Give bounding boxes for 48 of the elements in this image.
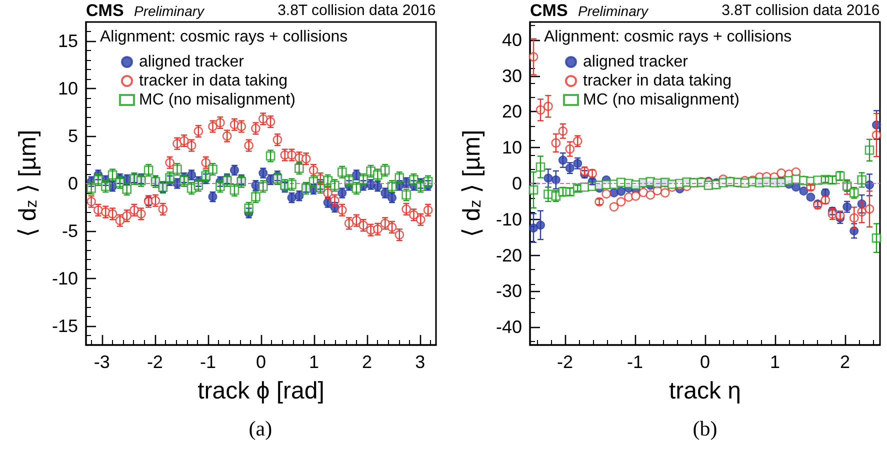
- x-tick-label: -1: [200, 352, 216, 372]
- x-tick-label: 1: [769, 352, 780, 372]
- y-axis-title: ⟨ dz ⟩ [µm]: [14, 130, 42, 238]
- x-tick-label: 2: [839, 352, 850, 372]
- text: 3.8T collision data 2016: [721, 2, 880, 19]
- legend-title: Alignment: cosmic rays + collisions: [544, 28, 792, 46]
- legend-label: tracker in data taking: [139, 72, 288, 90]
- text: CMS: [530, 1, 568, 20]
- legend-label: MC (no misalignment): [139, 92, 296, 108]
- y-tick-label: -20: [495, 245, 522, 266]
- y-tick-label: 0: [511, 174, 522, 194]
- x-axis-title: track ϕ [rad]: [198, 378, 324, 404]
- y-tick-label: -5: [62, 221, 78, 241]
- y-tick-label: 20: [501, 102, 522, 122]
- x-axis-title: track η: [668, 378, 741, 404]
- y-tick-label: 40: [501, 30, 522, 50]
- text: Preliminary: [134, 3, 206, 19]
- y-tick-label: -30: [495, 281, 522, 302]
- y-tick-label: 5: [68, 126, 78, 146]
- text: (b): [692, 416, 717, 440]
- text: Preliminary: [578, 3, 649, 19]
- y-tick-label: 10: [501, 138, 522, 158]
- y-tick-label: -40: [495, 317, 522, 338]
- x-tick-label: -1: [626, 352, 643, 372]
- legend-title: Alignment: cosmic rays + collisions: [100, 28, 348, 46]
- x-tick-label: 0: [699, 352, 710, 372]
- legend-label: tracker in data taking: [582, 72, 732, 90]
- legend-label: aligned tracker: [139, 54, 245, 70]
- x-tick-label: -2: [556, 352, 573, 372]
- text: (a): [248, 416, 272, 440]
- x-tick-label: -3: [94, 352, 110, 372]
- x-tick-label: 3: [415, 352, 426, 372]
- text: CMS: [86, 1, 124, 20]
- x-tick-label: 2: [362, 352, 372, 372]
- y-tick-label: -15: [52, 316, 78, 336]
- y-axis-title: ⟨ dz ⟩ [µm]: [458, 130, 485, 238]
- y-tick-label: 15: [58, 31, 78, 51]
- x-tick-label: 0: [256, 352, 266, 372]
- legend-label: aligned tracker: [582, 54, 688, 70]
- y-tick-label: 30: [501, 66, 522, 86]
- text: 3.8T collision data 2016: [278, 2, 436, 19]
- x-tick-label: -2: [146, 352, 163, 372]
- y-tick-label: -10: [495, 209, 522, 230]
- y-tick-label: 10: [58, 78, 78, 98]
- x-tick-label: 1: [309, 352, 320, 372]
- y-tick-label: 0: [68, 174, 78, 194]
- y-tick-label: -10: [52, 268, 78, 288]
- legend-label: MC (no misalignment): [582, 92, 739, 108]
